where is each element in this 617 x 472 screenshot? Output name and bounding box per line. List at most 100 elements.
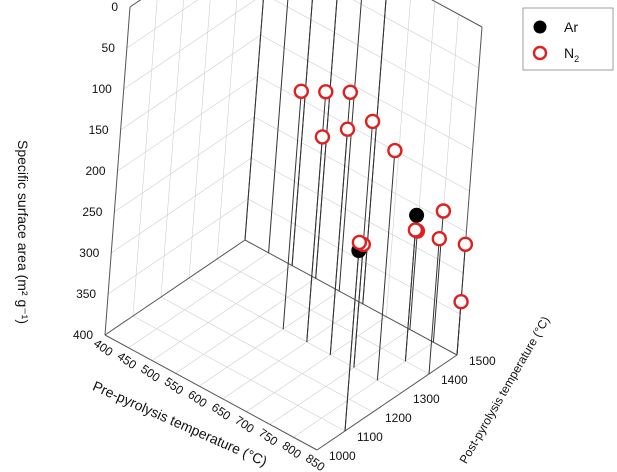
drop-line <box>282 91 302 330</box>
grid-line <box>188 277 402 394</box>
grid-line <box>160 296 374 413</box>
z-tick-label: 0 <box>111 0 118 14</box>
z-axis-label: Specific surface area (m² g⁻¹) <box>15 140 31 324</box>
drop-line <box>329 129 348 355</box>
y-tick-label: 1400 <box>441 373 468 387</box>
z-tick-label: 350 <box>76 287 96 301</box>
grid-line <box>257 75 470 192</box>
z-tick-label: 250 <box>82 205 102 219</box>
point-n2 <box>387 142 403 159</box>
frame-edge <box>104 334 318 451</box>
z-tick-label: 100 <box>92 82 112 96</box>
grid-line <box>120 34 261 131</box>
legend-marker-n2 <box>532 45 548 61</box>
grid-line <box>160 0 184 298</box>
drop-line <box>291 0 313 266</box>
grid-line <box>128 252 269 349</box>
y-tick-label: 1100 <box>357 430 383 444</box>
data-points <box>293 83 474 310</box>
grid-line <box>386 0 411 317</box>
y-tick-label: 1000 <box>329 449 356 463</box>
y-tick-label: 1200 <box>385 411 412 425</box>
drop-line <box>376 150 396 381</box>
grid-line <box>293 341 434 438</box>
point-n2 <box>293 83 309 100</box>
grid-line <box>199 290 340 387</box>
grid-line <box>132 0 158 317</box>
grid-line <box>129 0 141 8</box>
frame-edge <box>104 239 246 336</box>
legend-label-n2-sub: 2 <box>574 54 579 64</box>
grid-line <box>247 198 461 315</box>
x-tick-label: 600 <box>185 387 210 410</box>
drop-line <box>353 244 364 368</box>
point-n2 <box>364 113 381 130</box>
drop-line <box>432 210 444 343</box>
drop-line <box>409 230 418 330</box>
grid-line <box>216 0 238 260</box>
legend-marker-ar <box>533 20 547 34</box>
legend-label-n2-main: N <box>564 45 574 61</box>
grid-line <box>222 303 363 400</box>
frame-edge <box>104 6 131 336</box>
axes-frame <box>104 0 483 451</box>
grid-line <box>216 258 430 375</box>
point-n2 <box>314 129 331 145</box>
grid-line <box>132 315 346 432</box>
x-tick-label: 500 <box>138 362 163 385</box>
z-tick-label: 50 <box>102 41 116 55</box>
grid-line <box>188 0 211 279</box>
x-tick-label: 650 <box>209 400 234 423</box>
x-tick-label: 400 <box>91 336 116 359</box>
x-tick-label: 550 <box>162 375 187 398</box>
point-n2 <box>453 294 469 310</box>
grid-line <box>431 0 483 28</box>
grid-line <box>352 0 480 69</box>
drop-line <box>244 0 264 241</box>
drop-line <box>291 0 313 266</box>
drop-line <box>456 301 462 356</box>
point-n2 <box>342 84 358 101</box>
point-n2 <box>457 236 474 253</box>
point-n2 <box>407 222 424 238</box>
drop-line <box>428 238 440 375</box>
frame-edge <box>316 354 458 451</box>
grid-line <box>254 116 467 233</box>
point-ar <box>409 207 425 223</box>
grid-line <box>151 265 293 361</box>
grid-line <box>117 75 258 172</box>
point-n2 <box>318 84 334 100</box>
y-axis-label: Post-pyrolysis temperature (°C) <box>457 314 553 466</box>
legend: Ar N2 <box>522 7 614 71</box>
drop-line <box>268 0 289 253</box>
grid-line <box>123 0 256 90</box>
grid-line <box>114 116 255 213</box>
grid-line <box>291 0 313 266</box>
legend-label-ar: Ar <box>564 19 578 35</box>
point-n2 <box>339 121 356 137</box>
grid-line <box>269 329 411 425</box>
z-tick-label: 150 <box>89 123 109 137</box>
grid-line <box>260 34 473 151</box>
x-tick-label: 800 <box>279 438 304 461</box>
point-n2 <box>435 203 452 219</box>
z-tick-label: 300 <box>79 246 99 260</box>
legend-label-n2: N2 <box>564 45 579 64</box>
z-tick-label: 400 <box>73 328 93 342</box>
drop-line <box>344 242 360 432</box>
grid-line <box>126 0 199 49</box>
frame-edge <box>431 0 483 28</box>
grid-line <box>111 157 252 254</box>
grid-line <box>107 198 249 295</box>
z-tick-label: 200 <box>85 164 105 178</box>
drop-line <box>362 0 387 304</box>
x-tick-label: 750 <box>256 426 281 449</box>
grid-line <box>251 157 464 274</box>
y-tick-label: 1300 <box>413 392 440 406</box>
grid-line <box>274 0 476 110</box>
grid-lines <box>104 0 483 451</box>
drop-line <box>306 136 323 342</box>
grid-line <box>246 316 387 412</box>
point-n2 <box>431 230 447 247</box>
